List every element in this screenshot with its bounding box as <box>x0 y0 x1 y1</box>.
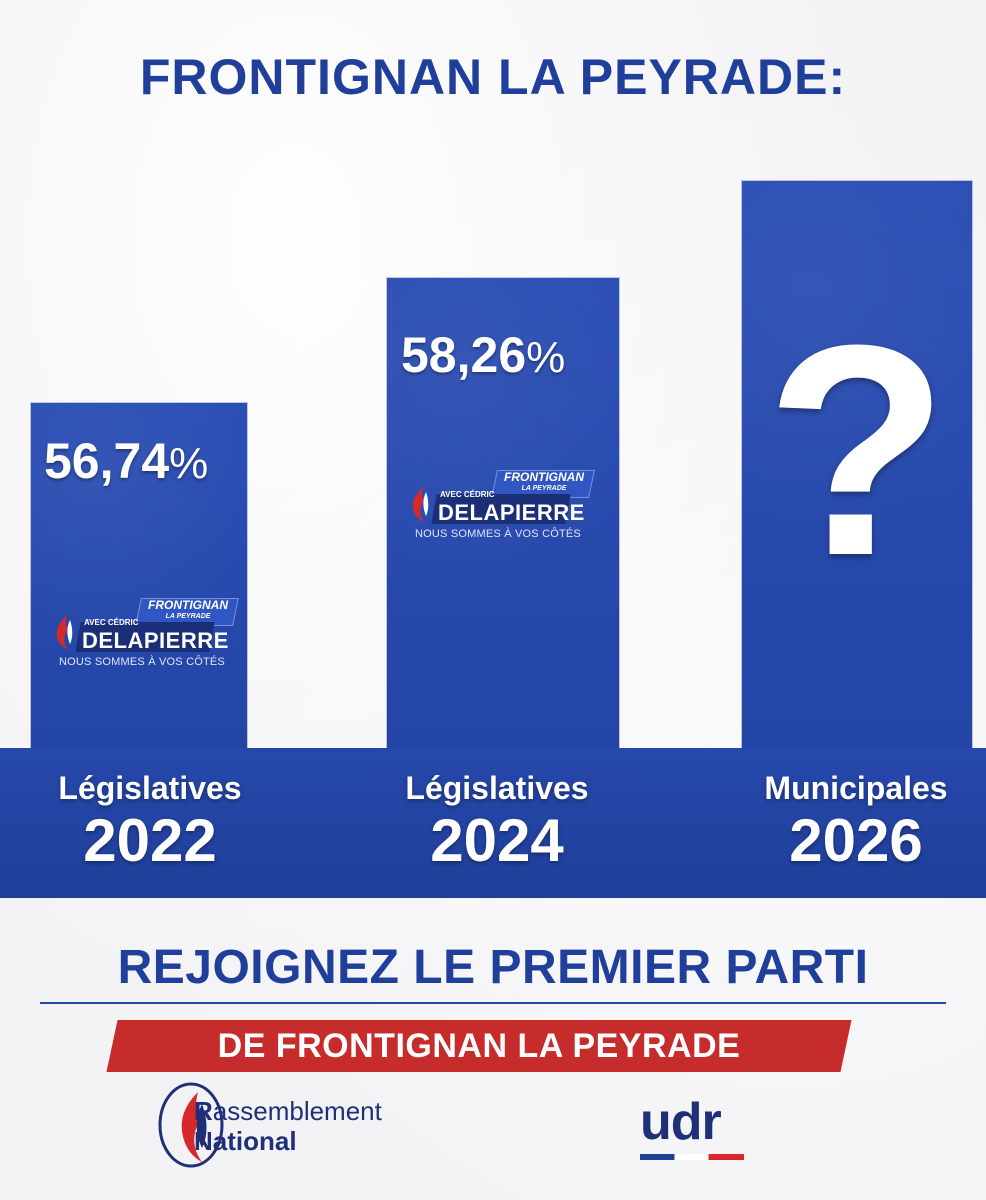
page-title: FRONTIGNAN LA PEYRADE: <box>139 49 847 105</box>
delapierre-logo: FRONTIGNAN LA PEYRADE AVEC CÉDRIC DELAPI… <box>48 598 239 678</box>
rn-rest: assemblement <box>212 1096 382 1126</box>
bar-value-number: 56,74 <box>44 433 170 489</box>
logo-slogan: NOUS SOMMES À VOS CÔTÉS <box>415 528 581 540</box>
logo-name: DELAPIERRE <box>438 500 585 525</box>
category-type: Législatives <box>405 770 589 806</box>
delapierre-logo: FRONTIGNAN LA PEYRADE AVEC CÉDRIC DELAPI… <box>404 470 595 550</box>
cta-line1: REJOIGNEZ LE PREMIER PARTI <box>117 941 869 994</box>
logo-avec: AVEC CÉDRIC <box>440 490 495 499</box>
category-type: Législatives <box>58 770 242 806</box>
category-year: 2026 <box>789 807 923 874</box>
logo-tag-line2: LA PEYRADE <box>165 613 211 620</box>
category-band <box>0 748 986 898</box>
category-label-2024: Législatives 2024 <box>367 768 627 874</box>
logo-tag-line2: LA PEYRADE <box>521 485 567 492</box>
percent-unit: % <box>526 333 566 382</box>
category-type: Municipales <box>764 770 948 806</box>
logo-tag-line1: FRONTIGNAN <box>148 598 228 612</box>
category-year: 2024 <box>430 807 564 874</box>
question-mark: ? <box>765 282 949 618</box>
logo-tag-text: FRONTIGNAN LA PEYRADE <box>146 598 230 622</box>
bar-value-number: 58,26 <box>401 327 527 383</box>
udr-wordmark: udr <box>640 1093 722 1151</box>
category-year: 2022 <box>83 807 217 874</box>
category-label-2026: Municipales 2026 <box>726 768 986 874</box>
rn-initial: R <box>194 1096 213 1126</box>
flame-icon <box>56 614 73 650</box>
divider <box>40 1002 946 1004</box>
category-label-2022: Législatives 2022 <box>20 768 280 874</box>
logo-avec: AVEC CÉDRIC <box>84 618 139 627</box>
rn-wordmark: Rassemblement National <box>194 1096 382 1156</box>
logo-tag-text: FRONTIGNAN LA PEYRADE <box>502 470 586 494</box>
flame-icon <box>412 486 429 522</box>
logo-name: DELAPIERRE <box>82 628 229 653</box>
logo-tag-line1: FRONTIGNAN <box>504 470 584 484</box>
rn-line1: Rassemblement <box>194 1096 382 1126</box>
bar-value-2022: 56,74% <box>44 432 208 490</box>
cta-line2: DE FRONTIGNAN LA PEYRADE <box>217 1027 741 1065</box>
bar-legislatives-2022 <box>31 403 247 748</box>
udr-tricolor-stripe <box>640 1154 744 1160</box>
rn-line2: National <box>194 1126 297 1156</box>
logo-slogan: NOUS SOMMES À VOS CÔTÉS <box>59 656 225 668</box>
bar-municipales-2026 <box>742 181 972 748</box>
bar-value-2024: 58,26% <box>401 326 565 384</box>
percent-unit: % <box>169 439 209 488</box>
rn-flame-icon <box>158 1082 224 1168</box>
